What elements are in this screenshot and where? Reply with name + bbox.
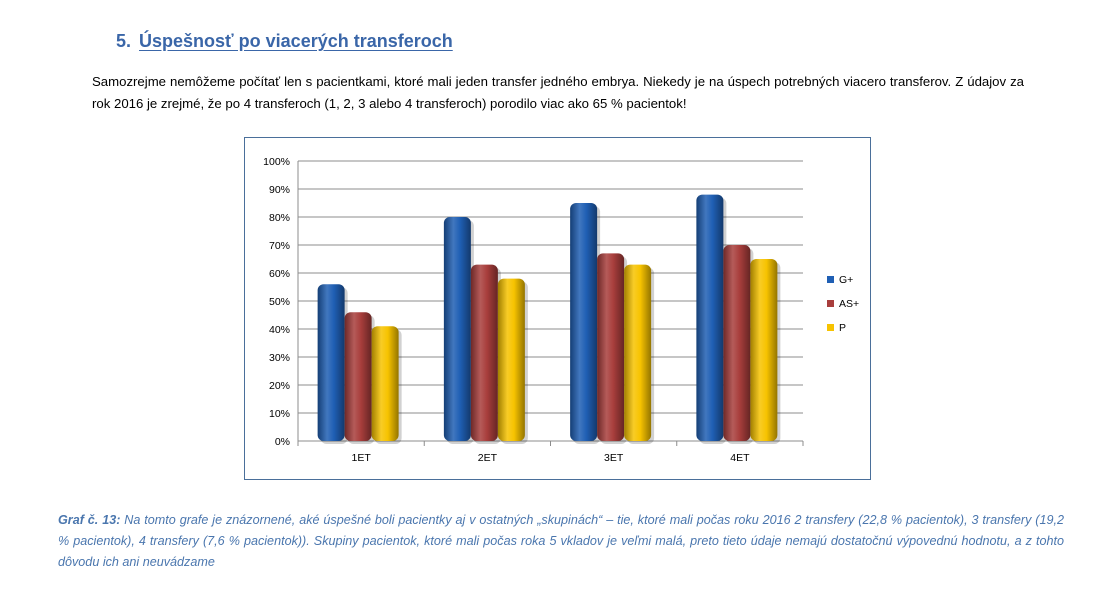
y-tick-label: 100% xyxy=(263,156,290,168)
x-tick-label: 4ET xyxy=(730,452,750,464)
section-title: Úspešnosť po viacerých transferoch xyxy=(139,31,453,51)
bar-P-2ET xyxy=(497,278,525,441)
section-heading: 5. Úspešnosť po viacerých transferoch xyxy=(116,31,453,52)
bar-G+-2ET xyxy=(443,217,471,441)
bar-G+-4ET xyxy=(696,194,724,441)
bar-P-4ET xyxy=(750,259,778,441)
y-tick-label: 70% xyxy=(269,240,290,252)
caption-lead: Graf č. 13: xyxy=(58,513,121,527)
x-tick-label: 3ET xyxy=(604,452,624,464)
y-tick-label: 0% xyxy=(275,436,290,448)
y-tick-label: 90% xyxy=(269,184,290,196)
bar-P-1ET xyxy=(371,326,399,441)
section-number: 5. xyxy=(116,31,132,51)
bar-AS+-1ET xyxy=(344,312,372,441)
bar-chart: 0% 10% 20% 30% 40% 50% 60% 70% 80% 90% 100% 1ET 2ET 3… xyxy=(263,156,859,464)
y-tick-label: 60% xyxy=(269,268,290,280)
y-tick-label: 30% xyxy=(269,352,290,364)
y-tick-label: 80% xyxy=(269,212,290,224)
legend-swatch xyxy=(827,324,834,331)
body-paragraph: Samozrejme nemôžeme počítať len s pacien… xyxy=(92,74,1024,111)
x-tick-label: 2ET xyxy=(478,452,498,464)
legend-swatch xyxy=(827,276,834,283)
chart-frame: 0% 10% 20% 30% 40% 50% 60% 70% 80% 90% 100% 1ET 2ET 3… xyxy=(244,137,871,480)
legend-label: P xyxy=(839,322,846,334)
caption-text: Na tomto grafe je znázornené, aké úspešn… xyxy=(58,513,1064,569)
bar-G+-3ET xyxy=(570,203,598,441)
y-tick-label: 20% xyxy=(269,380,290,392)
legend-label: AS+ xyxy=(839,298,859,310)
bar-AS+-3ET xyxy=(597,253,625,441)
y-tick-label: 40% xyxy=(269,324,290,336)
legend-label: G+ xyxy=(839,274,853,286)
chart-caption: Graf č. 13: Na tomto grafe je znázornené… xyxy=(58,510,1064,573)
legend-swatch xyxy=(827,300,834,307)
bar-AS+-2ET xyxy=(470,264,498,441)
bar-G+-1ET xyxy=(317,284,345,441)
y-tick-label: 50% xyxy=(269,296,290,308)
x-tick-label: 1ET xyxy=(351,452,371,464)
bar-P-3ET xyxy=(624,264,652,441)
bar-AS+-4ET xyxy=(723,245,751,441)
y-tick-label: 10% xyxy=(269,408,290,420)
